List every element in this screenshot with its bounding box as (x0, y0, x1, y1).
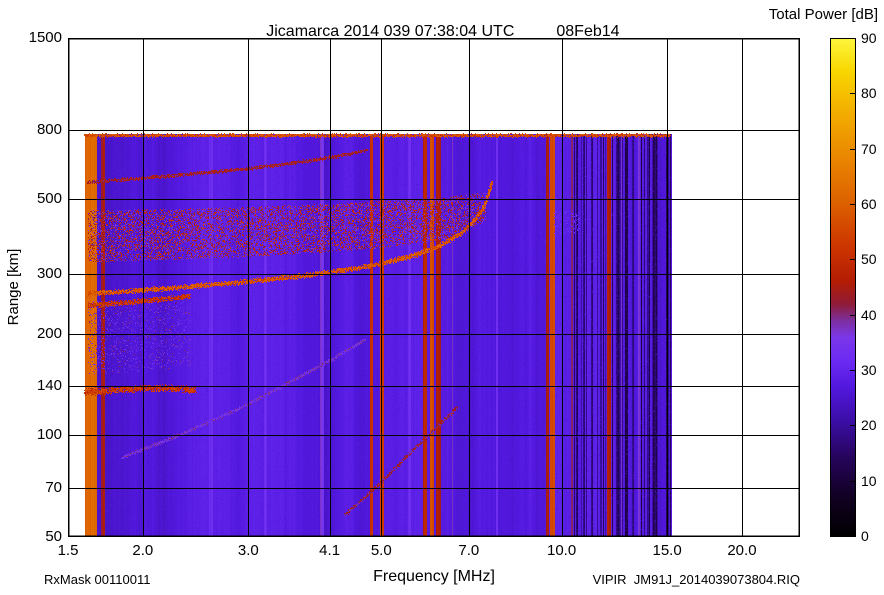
colorbar-title: Total Power [dB] (768, 6, 878, 23)
y-tick-label: 500 (36, 190, 62, 208)
x-axis-label: Frequency [MHz] (373, 568, 495, 585)
y-tick-label: 1500 (28, 29, 62, 46)
colorbar-tick-label: 10 (861, 472, 877, 489)
y-tick-label: 50 (45, 528, 62, 545)
plot-date: 08Feb14 (556, 23, 620, 40)
y-tick-label: 300 (36, 265, 62, 283)
filename-text: VIPIR JM91J_2014039073804.RIQ (592, 572, 800, 587)
heatmap-canvas (68, 38, 800, 537)
colorbar-canvas (830, 38, 856, 537)
colorbar-tick-label: 80 (861, 85, 877, 102)
colorbar-tick-label: 40 (861, 306, 877, 323)
x-tick-label: 5.0 (370, 542, 392, 559)
colorbar-tick-label: 50 (861, 251, 877, 268)
y-tick-label: 70 (45, 478, 62, 496)
x-tick-label: 7.0 (458, 542, 480, 559)
x-tick-label: 2.0 (132, 542, 154, 559)
colorbar-tick-label: 70 (861, 140, 877, 157)
rxmask-text: RxMask 00110011 (44, 572, 151, 587)
y-axis-label: Range [km] (5, 248, 22, 326)
x-tick-label: 3.0 (237, 542, 259, 559)
x-tick-label: 1.5 (57, 542, 79, 559)
x-tick-label: 20.0 (727, 542, 757, 559)
y-tick-label: 140 (36, 376, 62, 394)
y-tick-label: 200 (36, 324, 62, 342)
y-tick-label: 100 (36, 426, 62, 444)
colorbar-tick-label: 20 (861, 417, 877, 434)
plot-title-row: Jicamarca 2014 039 07:38:04 UTC 08Feb14 (68, 5, 800, 59)
colorbar-tick-label: 30 (861, 362, 877, 378)
y-tick-label: 800 (36, 121, 62, 139)
x-tick-label: 4.1 (319, 542, 341, 559)
x-tick-label: 15.0 (652, 542, 682, 559)
colorbar-tick-label: 0 (861, 528, 869, 544)
colorbar-tick-label: 60 (861, 196, 877, 212)
x-tick-label: 10.0 (546, 542, 577, 559)
plot-title: Jicamarca 2014 039 07:38:04 UTC (266, 23, 515, 40)
colorbar-tick-label: 90 (861, 30, 877, 46)
